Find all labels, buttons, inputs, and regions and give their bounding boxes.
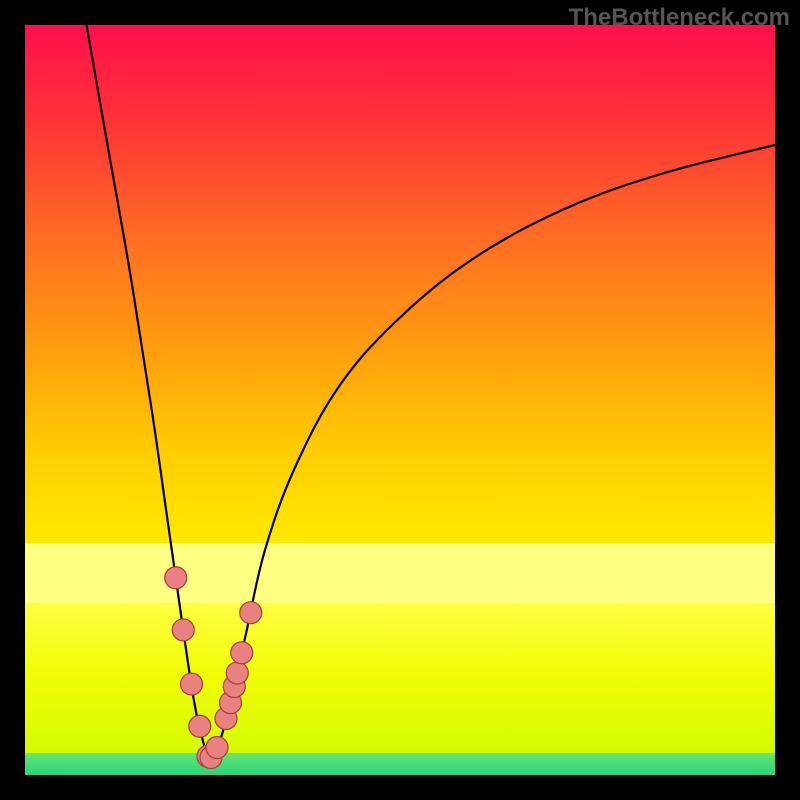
watermark-text: TheBottleneck.com xyxy=(569,4,790,32)
gradient-segment-0 xyxy=(25,25,775,543)
gradient-segment-1 xyxy=(25,543,775,603)
gradient-segment-2 xyxy=(25,603,775,753)
gradient-segment-3 xyxy=(25,753,775,776)
